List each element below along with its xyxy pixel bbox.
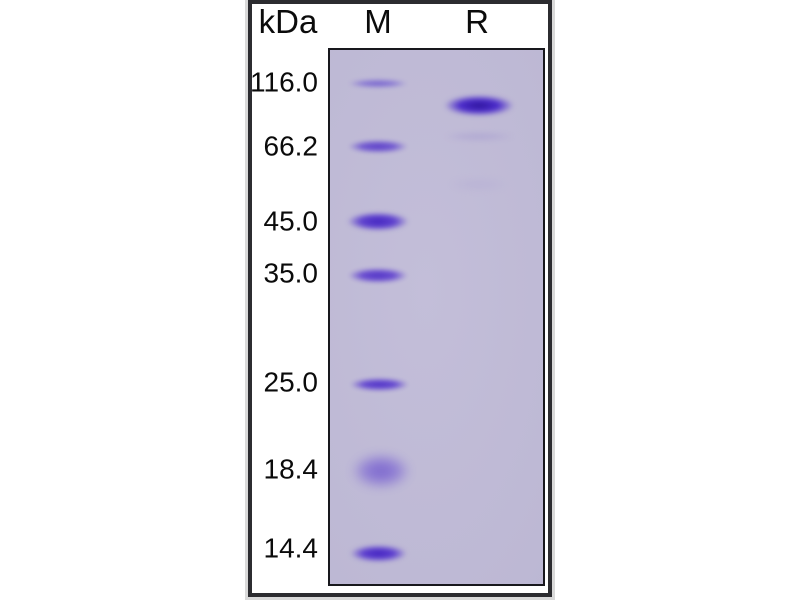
marker-band-25.0 [350, 377, 409, 391]
lane-label-sample: R [465, 3, 489, 40]
mw-label-45.0: 45.0 [263, 205, 319, 237]
mw-label-66.2: 66.2 [263, 130, 319, 162]
sample-band-main [444, 94, 514, 116]
marker-band-35.0 [348, 267, 408, 283]
marker-band-66.2 [348, 139, 408, 153]
mw-label-116.0: 116.0 [250, 66, 318, 98]
mw-label-25.0: 25.0 [263, 366, 319, 398]
gel-image [328, 48, 545, 586]
marker-band-45.0 [347, 211, 409, 231]
marker-band-14.4 [350, 544, 407, 562]
mw-label-18.4: 18.4 [263, 453, 319, 485]
sample-band-faint-2 [447, 178, 509, 190]
mw-label-14.4: 14.4 [263, 532, 319, 564]
sample-band-faint-1 [443, 131, 515, 141]
marker-band-116.0 [348, 78, 408, 88]
lane-label-marker: M [364, 3, 392, 40]
unit-label: kDa [258, 3, 318, 40]
marker-band-18.4 [351, 453, 411, 489]
mw-label-35.0: 35.0 [263, 257, 319, 289]
